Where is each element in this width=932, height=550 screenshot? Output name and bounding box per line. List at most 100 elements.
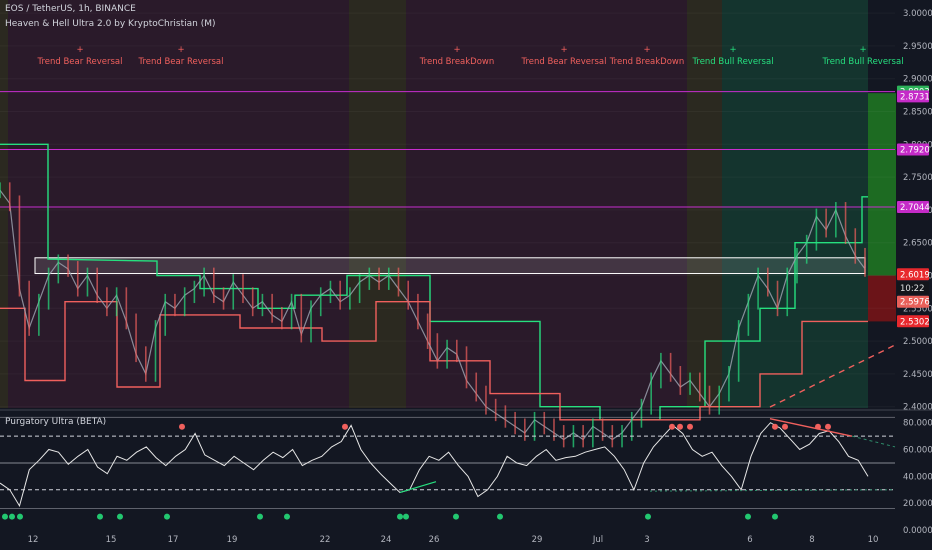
osc-tick: 20.0000 xyxy=(903,499,932,509)
osc-sell-dot xyxy=(782,423,788,430)
signal-bull: + Trend Bull Reversal xyxy=(691,45,773,67)
signal-plus: + xyxy=(643,45,650,55)
sub-indicator-title[interactable]: Purgatory Ultra (BETA) xyxy=(5,417,107,427)
price-label-text: 2.5302 xyxy=(900,317,930,327)
oscillator-pane xyxy=(0,416,896,520)
price-label-text: 2.8731 xyxy=(900,92,930,102)
time-tick: 17 xyxy=(168,535,179,545)
symbol-title[interactable]: EOS / TetherUS, 1h, BINANCE xyxy=(5,4,136,14)
price-label-red: 2.5302 xyxy=(897,315,930,328)
price-label-dark: 10:22 xyxy=(897,281,929,294)
osc-sell-dot xyxy=(815,423,821,430)
projection-bull xyxy=(868,93,896,276)
price-tick: 2.9000 xyxy=(903,75,932,85)
time-tick: 26 xyxy=(429,535,440,545)
price-label-magenta: 2.7920 xyxy=(897,143,930,156)
signal-label: Trend Bull Reversal xyxy=(691,57,773,67)
bear-bull-channel xyxy=(0,143,896,421)
osc-sell-dot xyxy=(825,423,831,430)
price-label-text: 2.7920 xyxy=(900,146,930,156)
price-tick: 2.8500 xyxy=(903,108,932,118)
time-tick: 10 xyxy=(868,535,879,545)
price-label-text: 2.5976 xyxy=(900,298,930,308)
time-tick: 8 xyxy=(809,535,814,545)
signal-plus: + xyxy=(76,45,83,55)
zone-band xyxy=(349,0,406,408)
price-tick: 2.5500 xyxy=(903,304,932,314)
price-label-bg xyxy=(897,315,929,328)
osc-buy-dot xyxy=(9,513,15,520)
signal-plus: + xyxy=(177,45,184,55)
time-tick: 22 xyxy=(320,535,331,545)
bull-step-line xyxy=(0,143,868,421)
price-label-magenta: 2.7044 xyxy=(897,201,930,214)
price-label-text: 10:22 xyxy=(900,284,925,294)
osc-tick: 60.0000 xyxy=(903,446,932,456)
osc-tick: 0.0000 xyxy=(903,526,932,536)
osc-tick: 40.0000 xyxy=(903,472,932,482)
signal-label: Trend Bear Reversal xyxy=(521,57,607,67)
time-tick: 3 xyxy=(644,535,649,545)
time-axis[interactable]: 12 15 17 19 22 24 26 29 Jul 3 6 8 10 xyxy=(28,535,879,545)
zone-band xyxy=(722,0,770,408)
osc-tick: 80.0000 xyxy=(903,419,932,429)
price-tick: 2.7500 xyxy=(903,173,932,183)
time-tick: 6 xyxy=(747,535,752,545)
osc-sell-dot xyxy=(342,423,348,430)
zone-band xyxy=(770,0,868,408)
price-label-bg xyxy=(897,281,929,294)
osc-sell-dot xyxy=(669,423,675,430)
signal-plus: + xyxy=(729,45,736,55)
zone-band xyxy=(0,0,8,408)
osc-buy-dot xyxy=(772,513,778,520)
price-label-bg xyxy=(897,201,929,214)
price-tick: 2.4000 xyxy=(903,403,932,413)
oscillator-bg xyxy=(0,412,896,550)
osc-sell-dot xyxy=(772,423,778,430)
oscillator-line xyxy=(0,422,869,508)
osc-buy-dot xyxy=(17,513,23,520)
price-label-text: 2.7044 xyxy=(900,203,930,213)
zone-band xyxy=(687,0,722,408)
time-tick: 19 xyxy=(227,535,238,545)
osc-buy-dot xyxy=(453,513,459,520)
osc-sell-dot xyxy=(677,423,683,430)
trend-dashed-line xyxy=(769,344,896,408)
time-tick: 29 xyxy=(532,535,543,545)
signal-label: Trend Bear Reversal xyxy=(37,57,123,67)
price-label-bg xyxy=(897,268,929,281)
osc-projection xyxy=(851,435,896,448)
price-labels: 2.88032.87312.79202.70442.601910:222.597… xyxy=(897,85,930,328)
price-line xyxy=(0,189,866,441)
time-tick: 24 xyxy=(381,535,392,545)
osc-buy-dot xyxy=(397,513,403,520)
osc-buy-dot xyxy=(97,513,103,520)
price-label-bg xyxy=(897,143,929,156)
osc-buy-dot xyxy=(164,513,170,520)
signal-label: Trend BreakDown xyxy=(419,57,495,67)
price-label-text: 2.6019 xyxy=(900,270,930,280)
indicator-title[interactable]: Heaven & Hell Ultra 2.0 by KryptoChristi… xyxy=(5,19,216,29)
signal-bear: + Trend Bear Reversal xyxy=(138,45,224,67)
osc-buy-dot xyxy=(497,513,503,520)
price-series xyxy=(0,182,866,448)
signal-plus: + xyxy=(859,45,866,55)
signal-plus: + xyxy=(453,45,460,55)
projection-bear xyxy=(868,275,896,322)
signal-bear: + Trend Bear Reversal xyxy=(521,45,607,67)
signal-plus: + xyxy=(560,45,567,55)
bear-step-line xyxy=(0,301,868,421)
signal-label: Trend BreakDown xyxy=(609,57,685,67)
osc-buy-dot xyxy=(645,513,651,520)
osc-bull-divergence xyxy=(399,481,437,494)
osc-buy-dot xyxy=(257,513,263,520)
price-tick: 2.9500 xyxy=(903,42,932,52)
signal-bear: + Trend Bear Reversal xyxy=(37,45,123,67)
resistance-box xyxy=(34,257,866,275)
signal-bull: + Trend Bull Reversal xyxy=(821,45,903,67)
price-label-magenta: 2.8731 xyxy=(897,90,930,103)
osc-bear-divergence xyxy=(769,418,853,437)
osc-buy-dot xyxy=(284,513,290,520)
oscillator-axis[interactable]: 80.0000 60.0000 40.0000 20.0000 0.0000 xyxy=(903,419,932,536)
